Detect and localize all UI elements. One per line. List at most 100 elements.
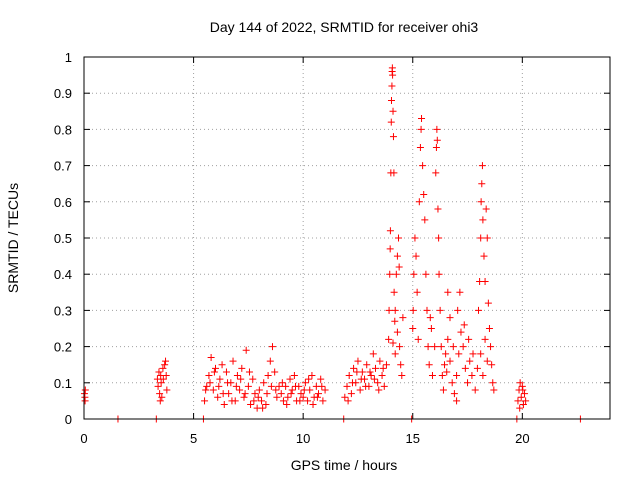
- data-point: [247, 401, 255, 409]
- data-point: [267, 382, 275, 390]
- data-point: [414, 335, 422, 343]
- x-tick-label: 5: [190, 431, 197, 446]
- data-point: [393, 328, 401, 336]
- data-point: [490, 386, 498, 394]
- data-point: [382, 361, 390, 369]
- data-point: [386, 270, 394, 278]
- data-point: [297, 390, 305, 398]
- data-point: [300, 386, 308, 394]
- data-point: [162, 372, 170, 380]
- data-point: [371, 364, 379, 372]
- data-point: [393, 252, 401, 260]
- data-point: [469, 350, 477, 358]
- data-point: [479, 216, 487, 224]
- y-tick-label: 0.8: [54, 122, 72, 137]
- data-point: [154, 382, 162, 390]
- data-point: [488, 361, 496, 369]
- data-point: [484, 299, 492, 307]
- x-tick-labels: 0 5 10 15 20: [80, 431, 529, 446]
- data-point: [287, 390, 295, 398]
- data-point: [244, 382, 252, 390]
- data-point: [163, 386, 171, 394]
- data-point: [222, 368, 230, 376]
- data-point: [483, 357, 491, 365]
- data-point: [456, 288, 464, 296]
- data-point: [418, 115, 426, 123]
- data-point: [347, 390, 355, 398]
- data-point: [461, 364, 469, 372]
- data-point: [245, 368, 253, 376]
- data-point: [519, 386, 527, 394]
- data-point: [517, 393, 525, 401]
- data-point: [343, 382, 351, 390]
- data-point: [416, 144, 424, 151]
- data-point: [453, 372, 461, 380]
- y-tick-label: 0.6: [54, 195, 72, 210]
- y-tick-label: 0.1: [54, 376, 72, 391]
- data-point: [290, 372, 298, 380]
- data-point: [354, 357, 362, 365]
- data-point: [260, 379, 268, 387]
- data-point: [487, 343, 495, 351]
- data-point: [249, 375, 257, 383]
- data-point: [203, 382, 211, 390]
- data-point: [216, 375, 224, 383]
- data-point: [158, 393, 166, 401]
- data-point: [481, 335, 489, 343]
- data-point: [288, 386, 296, 394]
- data-point: [477, 198, 485, 206]
- data-point: [450, 390, 458, 398]
- data-point: [514, 397, 522, 405]
- data-point: [159, 375, 167, 383]
- data-point: [233, 372, 241, 380]
- data-point: [254, 393, 262, 401]
- data-point: [444, 288, 452, 296]
- data-point: [391, 306, 399, 314]
- data-point: [162, 357, 170, 365]
- plot-frame: [83, 56, 611, 420]
- data-point: [437, 343, 445, 351]
- data-point: [367, 372, 375, 380]
- x-tick-label: 20: [515, 431, 529, 446]
- data-point: [215, 382, 223, 390]
- data-point: [282, 382, 290, 390]
- data-point: [483, 234, 491, 242]
- data-point: [433, 136, 441, 144]
- data-point: [375, 386, 383, 394]
- data-point: [220, 401, 228, 409]
- y-tick-label: 1: [65, 50, 72, 65]
- data-point: [391, 317, 399, 325]
- data-point: [370, 375, 378, 383]
- data-point: [206, 379, 214, 387]
- data-point: [201, 397, 209, 405]
- data-point: [399, 314, 407, 322]
- data-point: [374, 379, 382, 387]
- data-point: [434, 205, 442, 213]
- data-point: [284, 393, 292, 401]
- data-point: [516, 404, 524, 412]
- data-point: [161, 361, 169, 369]
- data-point: [489, 379, 497, 387]
- data-point: [521, 390, 529, 398]
- data-point: [455, 350, 463, 358]
- data-point: [454, 306, 462, 314]
- data-point: [207, 353, 215, 361]
- data-point: [378, 372, 386, 380]
- data-point: [446, 314, 454, 322]
- data-point: [321, 386, 329, 394]
- data-point: [159, 364, 167, 372]
- data-point: [413, 288, 421, 296]
- data-point: [471, 386, 479, 394]
- y-tick-label: 0.7: [54, 159, 72, 174]
- data-point: [376, 357, 384, 365]
- data-point: [348, 379, 356, 387]
- data-point: [519, 401, 527, 409]
- data-point: [388, 82, 396, 90]
- y-tick-label: 0.5: [54, 231, 72, 246]
- data-point: [388, 64, 396, 72]
- y-tick-labels: 0 0.1 0.2 0.3 0.4 0.5 0.6 0.7 0.8 0.9 1: [54, 50, 72, 427]
- data-point: [81, 386, 89, 394]
- data-point: [319, 397, 327, 405]
